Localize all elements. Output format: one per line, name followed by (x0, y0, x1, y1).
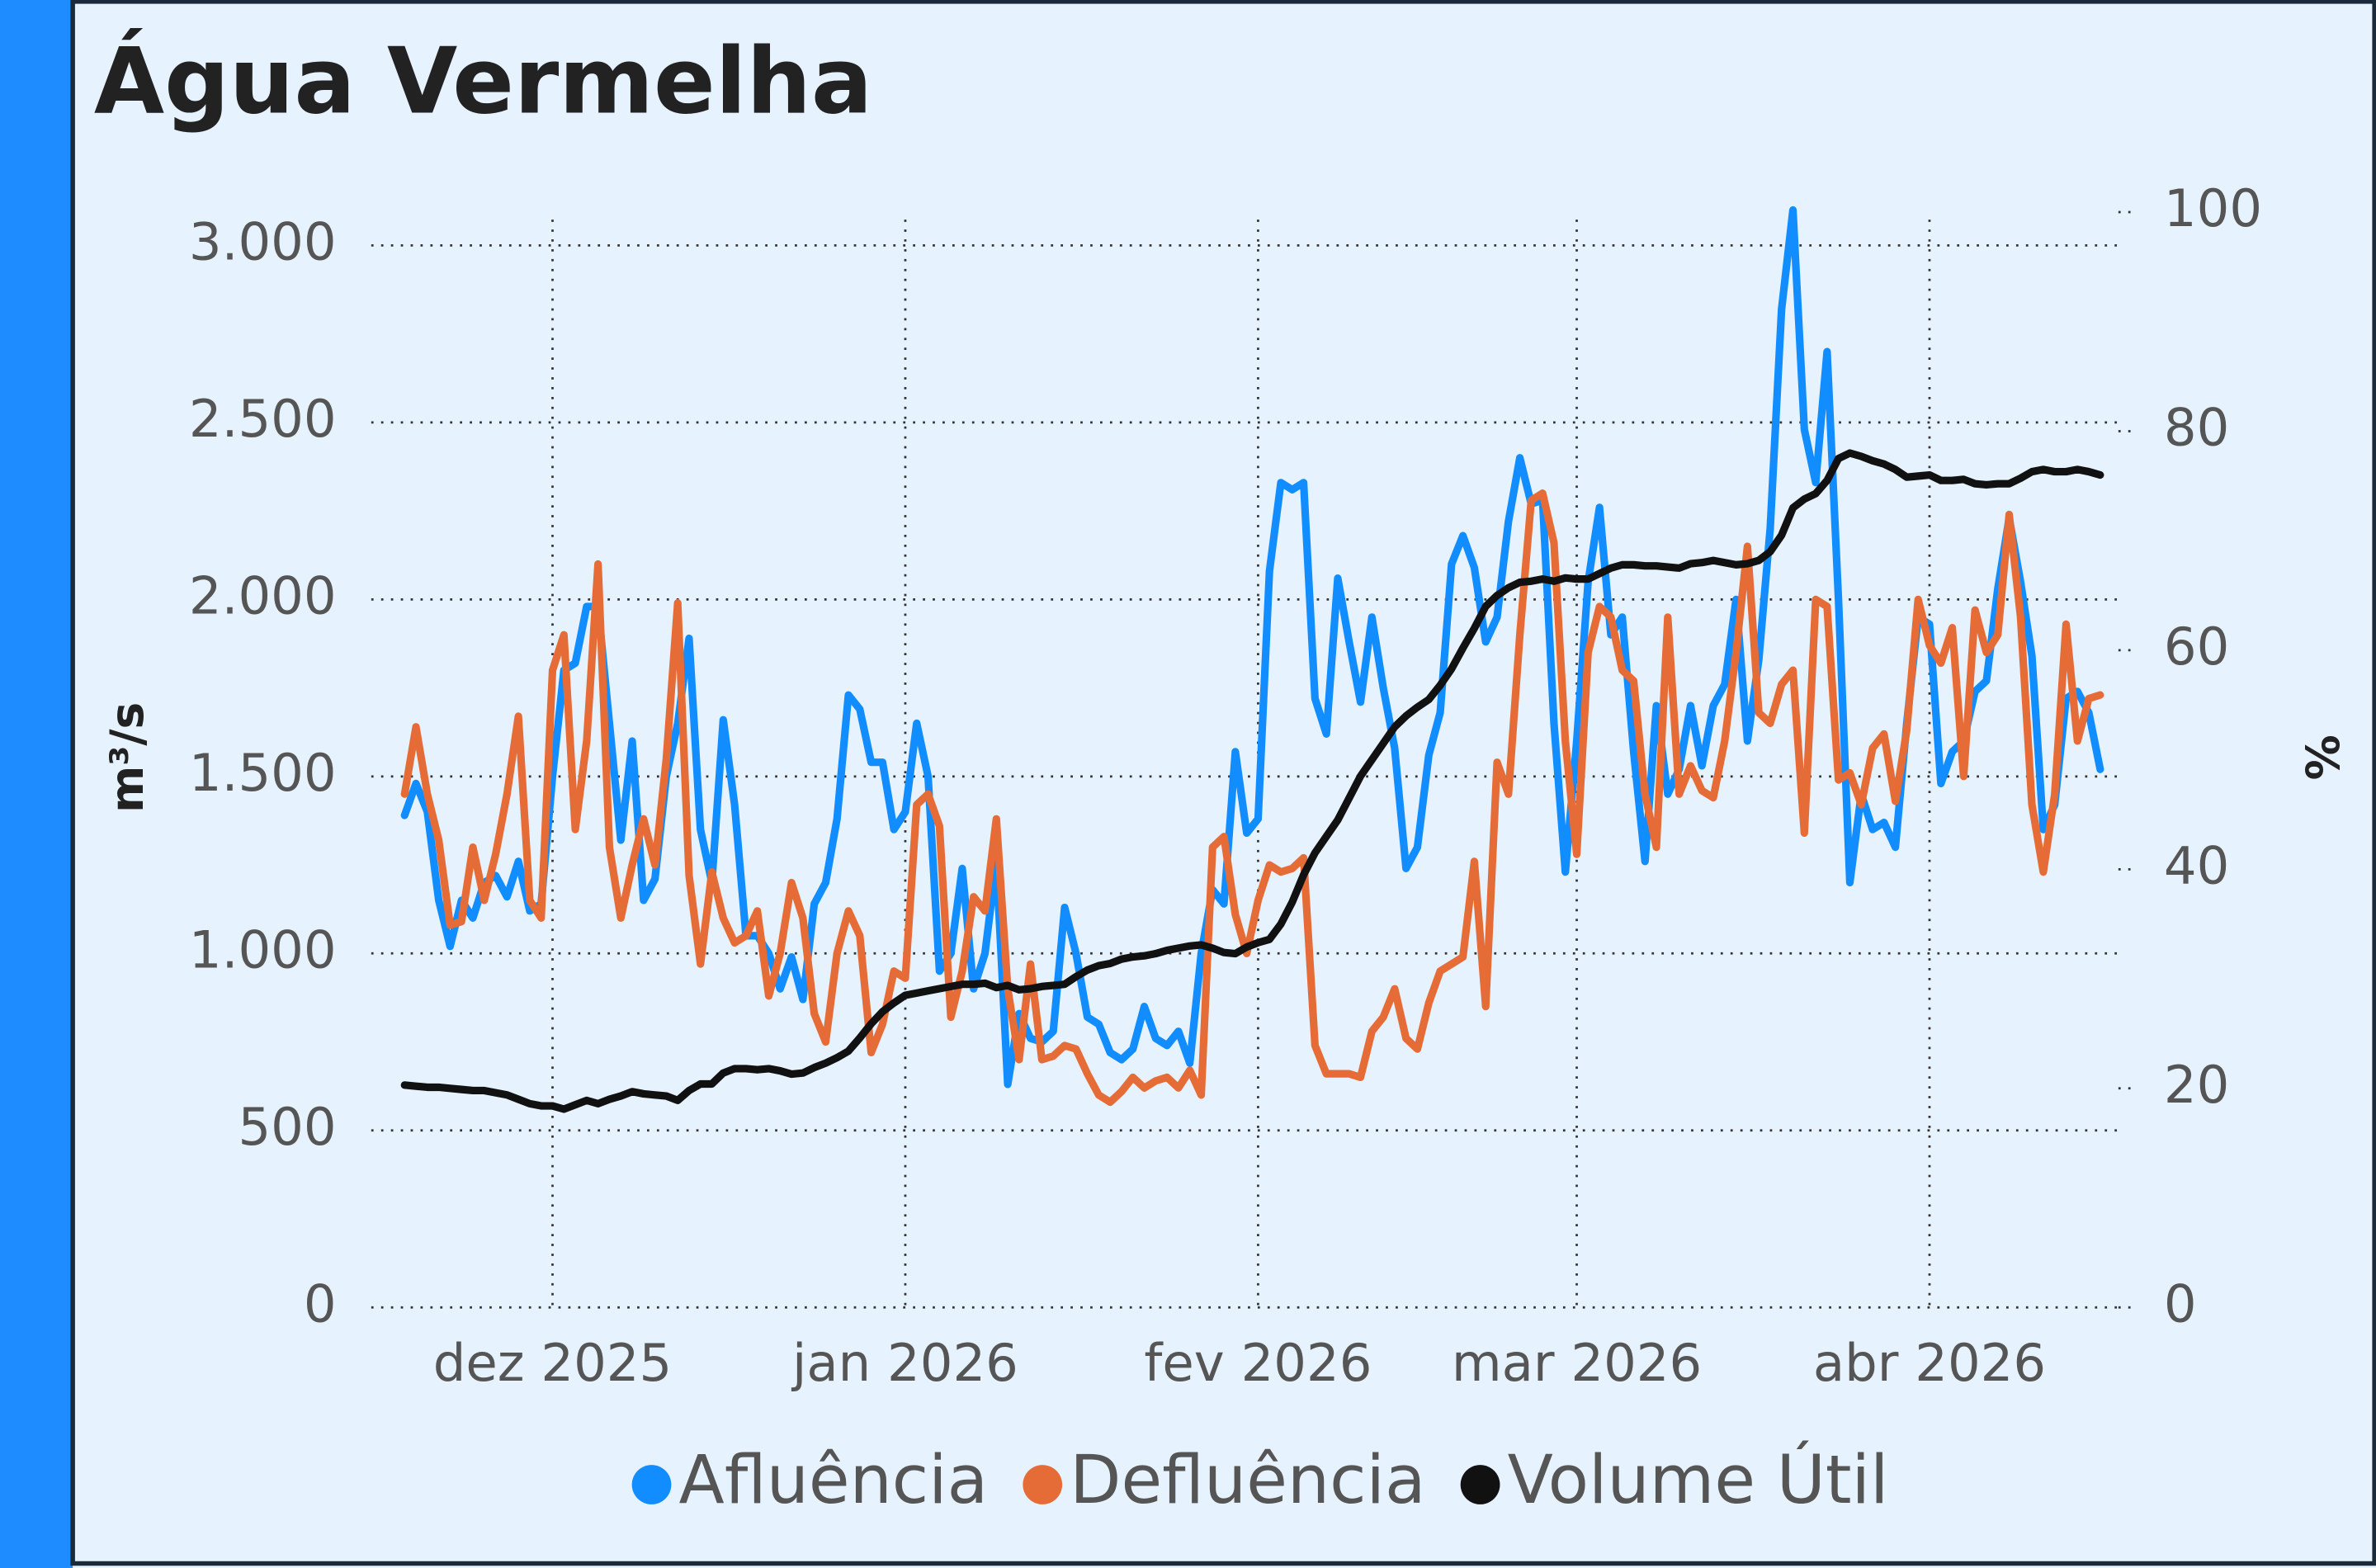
y-tick-label: 1.000 (189, 919, 337, 980)
y2-tick-label: 80 (2164, 398, 2229, 458)
series-line (400, 449, 2104, 1113)
x-tick-label: abr 2026 (1813, 1333, 2046, 1393)
x-tick-label: fev 2026 (1144, 1333, 1372, 1393)
y2-tick-label: 100 (2164, 178, 2262, 239)
y-tick-label: 500 (238, 1097, 336, 1157)
legend-label: Volume Útil (1508, 1441, 1889, 1519)
x-tick-label: mar 2026 (1452, 1333, 1702, 1393)
x-tick-label: dez 2025 (433, 1333, 672, 1393)
legend-label: Defluência (1070, 1442, 1425, 1519)
chart-title: Água Vermelha (94, 28, 872, 135)
y2-tick-label: 40 (2164, 835, 2229, 895)
y-tick-label: 0 (304, 1273, 337, 1334)
y-tick-label: 2.500 (189, 389, 337, 449)
legend-marker (1460, 1465, 1500, 1504)
y-axis-label: m³/s (101, 702, 154, 813)
legend-marker (1023, 1465, 1063, 1504)
y2-axis-label: % (2295, 734, 2348, 780)
x-tick-label: jan 2026 (791, 1333, 1018, 1393)
y-tick-label: 1.500 (189, 743, 337, 803)
y2-tick-label: 20 (2164, 1055, 2229, 1115)
series-line (400, 489, 2104, 1107)
series-line (400, 205, 2104, 1089)
frame (70, 0, 2376, 1566)
y2-tick-label: 0 (2164, 1273, 2197, 1334)
y-tick-label: 2.000 (189, 565, 337, 626)
legend-label: Afluência (679, 1442, 989, 1519)
y2-tick-label: 60 (2164, 616, 2229, 677)
y-tick-label: 3.000 (189, 211, 337, 272)
accent-strip (0, 0, 73, 1568)
legend-marker (631, 1465, 672, 1504)
